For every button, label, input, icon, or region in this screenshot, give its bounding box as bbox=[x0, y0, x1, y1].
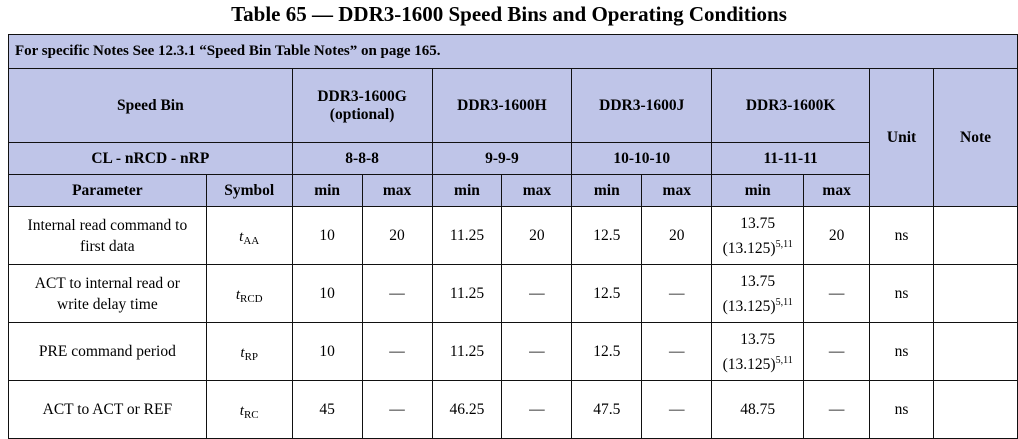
table-row: ACT to ACT or REF tRC 45 — 46.25 — 47.5 … bbox=[8, 380, 1018, 439]
min-cell: 12.5 bbox=[571, 206, 643, 265]
min-value: 13.75 bbox=[740, 214, 776, 232]
parameter-cell: ACT to ACT or REF bbox=[8, 380, 207, 439]
parameter-cell: PRE command period bbox=[8, 322, 207, 381]
max-cell: 20 bbox=[361, 206, 433, 265]
max-cell: — bbox=[803, 322, 871, 381]
symbol-header: Symbol bbox=[205, 174, 293, 207]
min-cell: 11.25 bbox=[431, 264, 503, 323]
min-header: min bbox=[291, 174, 363, 207]
max-cell: — bbox=[803, 264, 871, 323]
unit-cell: ns bbox=[869, 380, 934, 439]
speed-bin-table: For specific Notes See 12.3.1 “Speed Bin… bbox=[8, 34, 1018, 439]
min-value: 48.75 bbox=[740, 401, 776, 418]
symbol-cell: tRC bbox=[205, 380, 293, 439]
parameter-line: ACT to internal read or bbox=[34, 274, 180, 292]
symbol-cell: tAA bbox=[205, 206, 293, 265]
speed-bin-label: Speed Bin bbox=[8, 68, 293, 143]
min-cell: 45 bbox=[291, 380, 363, 439]
parameter-line: first data bbox=[80, 237, 135, 255]
max-header: max bbox=[641, 174, 713, 207]
min-cell-k: 48.75 bbox=[711, 380, 805, 439]
timing-j: 10-10-10 bbox=[571, 142, 713, 175]
min-cell: 11.25 bbox=[431, 206, 503, 265]
min-cell-k: 13.75 (13.125)5,11 bbox=[711, 264, 805, 323]
parameter-header: Parameter bbox=[8, 174, 207, 207]
min-header: min bbox=[711, 174, 805, 207]
note-cell bbox=[933, 380, 1018, 439]
min-value: 13.75 bbox=[740, 330, 776, 348]
max-cell: — bbox=[361, 264, 433, 323]
unit-cell: ns bbox=[869, 322, 934, 381]
symbol-cell: tRCD bbox=[205, 264, 293, 323]
max-cell: — bbox=[803, 380, 871, 439]
min-cell: 10 bbox=[291, 322, 363, 381]
max-cell: 20 bbox=[803, 206, 871, 265]
max-cell: — bbox=[501, 380, 573, 439]
max-header: max bbox=[361, 174, 433, 207]
bin-header-h: DDR3-1600H bbox=[431, 68, 573, 143]
table-row: PRE command period tRP 10 — 11.25 — 12.5… bbox=[8, 322, 1018, 381]
min-cell: 10 bbox=[291, 264, 363, 323]
unit-header: Unit bbox=[869, 68, 934, 207]
parameter-cell: Internal read command to first data bbox=[8, 206, 207, 265]
note-header: Note bbox=[933, 68, 1018, 207]
min-cell: 10 bbox=[291, 206, 363, 265]
bin-header-j: DDR3-1600J bbox=[571, 68, 713, 143]
max-cell: — bbox=[501, 322, 573, 381]
min-cell-k: 13.75 (13.125)5,11 bbox=[711, 206, 805, 265]
bin-name: DDR3-1600G bbox=[317, 87, 407, 105]
max-cell: — bbox=[641, 322, 713, 381]
parameter-line: Internal read command to bbox=[27, 216, 188, 234]
max-cell: 20 bbox=[501, 206, 573, 265]
max-header: max bbox=[501, 174, 573, 207]
table-row: Internal read command to first data tAA … bbox=[8, 206, 1018, 265]
bin-subtitle: (optional) bbox=[329, 105, 395, 123]
max-cell: — bbox=[361, 380, 433, 439]
min-cell: 47.5 bbox=[571, 380, 643, 439]
timing-h: 9-9-9 bbox=[431, 142, 573, 175]
min-cell: 12.5 bbox=[571, 322, 643, 381]
max-cell: — bbox=[641, 264, 713, 323]
timing-k: 11-11-11 bbox=[711, 142, 871, 175]
min-cell: 11.25 bbox=[431, 322, 503, 381]
parameter-line: PRE command period bbox=[38, 343, 176, 360]
min-alt-value: (13.125)5,11 bbox=[722, 354, 793, 373]
cl-label: CL - nRCD - nRP bbox=[8, 142, 293, 175]
min-alt-value: (13.125)5,11 bbox=[722, 296, 793, 315]
parameter-cell: ACT to internal read or write delay time bbox=[8, 264, 207, 323]
max-cell: — bbox=[361, 322, 433, 381]
table-title: Table 65 — DDR3-1600 Speed Bins and Oper… bbox=[231, 2, 787, 26]
min-header: min bbox=[571, 174, 643, 207]
bin-header-k: DDR3-1600K bbox=[711, 68, 871, 143]
symbol-cell: tRP bbox=[205, 322, 293, 381]
max-cell: — bbox=[641, 380, 713, 439]
unit-cell: ns bbox=[869, 264, 934, 323]
timing-g: 8-8-8 bbox=[291, 142, 433, 175]
max-header: max bbox=[803, 174, 871, 207]
min-cell-k: 13.75 (13.125)5,11 bbox=[711, 322, 805, 381]
note-cell bbox=[933, 206, 1018, 265]
min-alt-value: (13.125)5,11 bbox=[722, 238, 793, 257]
max-cell: — bbox=[501, 264, 573, 323]
note-cell bbox=[933, 322, 1018, 381]
parameter-line: ACT to ACT or REF bbox=[42, 401, 173, 418]
note-cell bbox=[933, 264, 1018, 323]
bin-header-g: DDR3-1600G (optional) bbox=[291, 68, 433, 143]
notes-reference: For specific Notes See 12.3.1 “Speed Bin… bbox=[8, 34, 1018, 69]
parameter-line: write delay time bbox=[57, 295, 158, 313]
min-cell: 12.5 bbox=[571, 264, 643, 323]
min-header: min bbox=[431, 174, 503, 207]
table-row: ACT to internal read or write delay time… bbox=[8, 264, 1018, 323]
max-cell: 20 bbox=[641, 206, 713, 265]
min-cell: 46.25 bbox=[431, 380, 503, 439]
min-value: 13.75 bbox=[740, 272, 776, 290]
unit-cell: ns bbox=[869, 206, 934, 265]
